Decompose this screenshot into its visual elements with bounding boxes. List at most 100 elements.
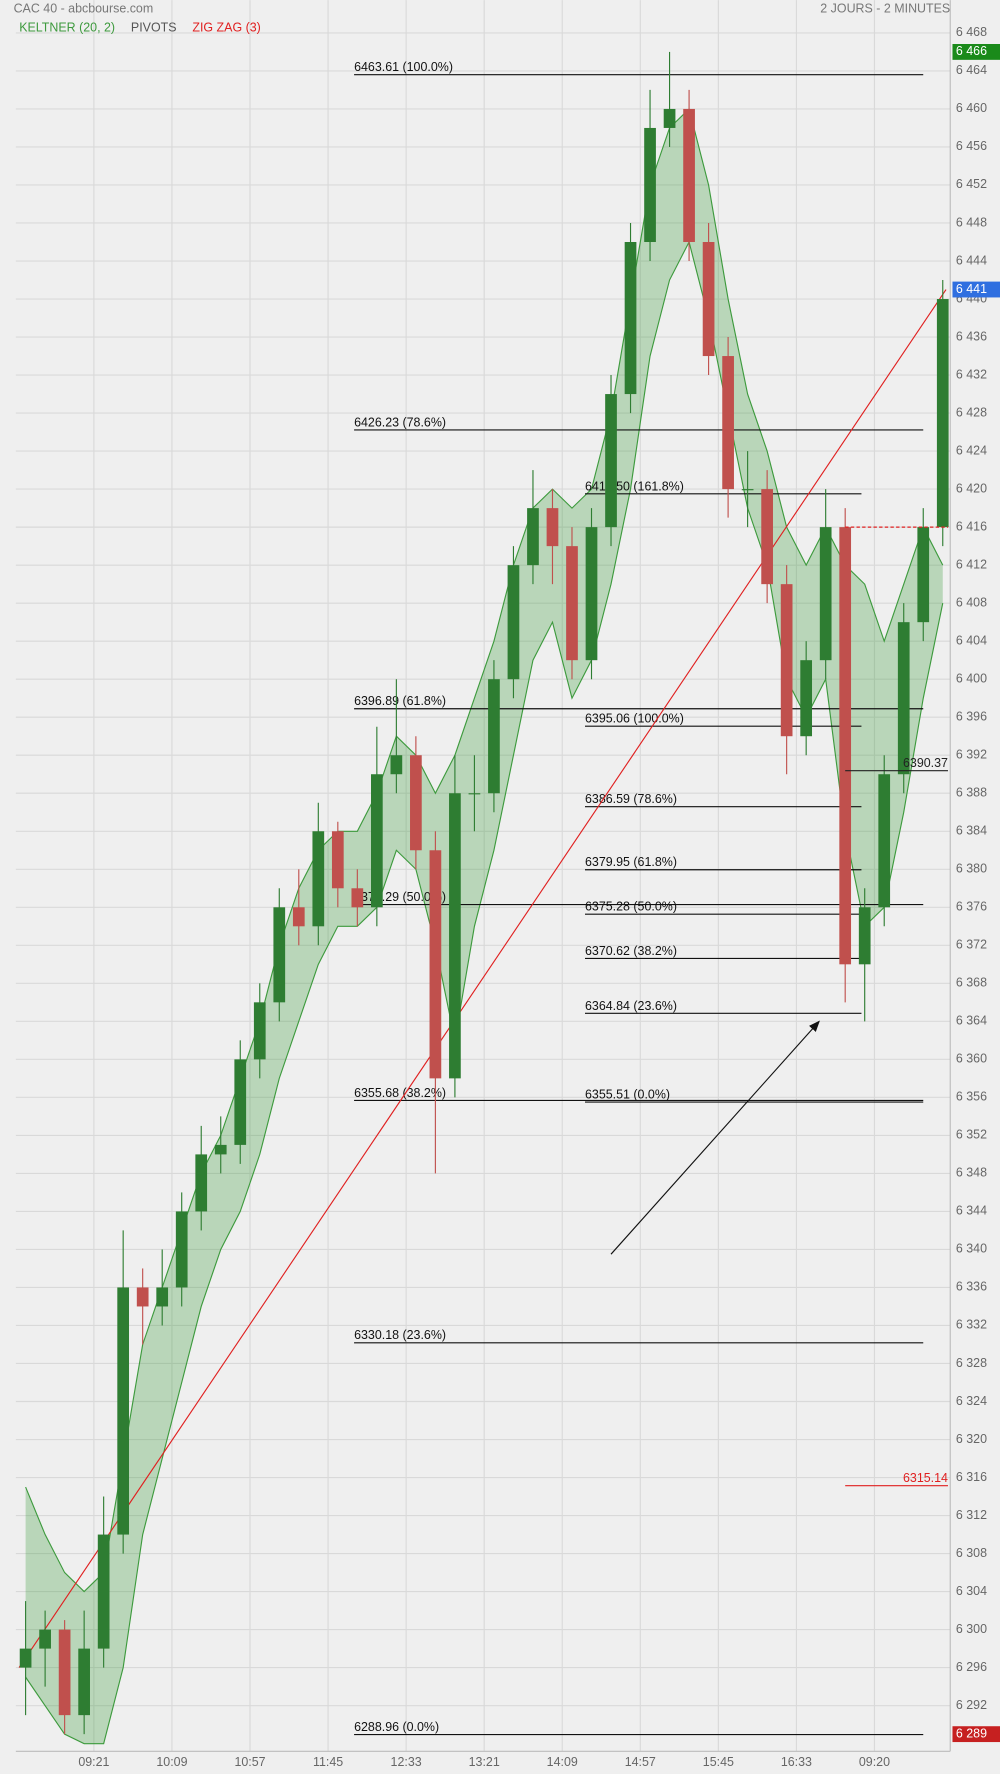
fib-label: 6288.96 (0.0%): [354, 1720, 439, 1734]
candle-body: [507, 565, 520, 680]
x-tick-label: 15:45: [703, 1755, 734, 1769]
fib-label: 6386.59 (78.6%): [585, 792, 677, 806]
price-tag-label: 6 466: [956, 44, 987, 58]
y-tick-label: 6 384: [956, 824, 987, 838]
candle-body: [839, 527, 852, 965]
candle-body: [722, 356, 734, 490]
price-tag: [952, 281, 1000, 298]
y-tick-label: 6 360: [956, 1052, 987, 1066]
candle-body: [195, 1154, 208, 1212]
y-tick-label: 6 324: [956, 1394, 987, 1408]
candle-body: [253, 1002, 266, 1060]
candle-body: [780, 584, 793, 737]
x-tick-label: 09:21: [78, 1755, 109, 1769]
fib-label: 6330.18 (23.6%): [354, 1328, 446, 1342]
candle-body: [800, 660, 813, 737]
candle-body: [312, 831, 325, 927]
price-tag-label: 6 441: [956, 282, 987, 296]
candle-body: [897, 622, 910, 775]
price-tag: [952, 44, 1000, 60]
y-tick-label: 6 380: [956, 862, 987, 876]
y-tick-label: 6 344: [956, 1204, 987, 1218]
y-tick-label: 6 320: [956, 1432, 987, 1446]
y-tick-label: 6 376: [956, 900, 987, 914]
grid: [15, 0, 951, 1752]
y-tick-label: 6 468: [956, 25, 987, 39]
fib-label: 6370.62 (38.2%): [585, 944, 677, 958]
candle-body: [214, 1144, 227, 1155]
fib-label: 6395.06 (100.0%): [585, 712, 684, 726]
y-tick-label: 6 416: [956, 519, 987, 533]
candle-body: [488, 679, 500, 794]
fib-label: 6426.23 (78.6%): [354, 415, 446, 429]
y-tick-label: 6 300: [956, 1622, 987, 1636]
candle-body: [292, 907, 305, 927]
pivot-label: 6315.14: [903, 1471, 948, 1485]
y-tick-label: 6 292: [956, 1698, 987, 1712]
candle-body: [97, 1534, 110, 1649]
x-tick-label: 10:57: [234, 1755, 265, 1769]
candle-body: [819, 527, 832, 661]
y-tick-label: 6 448: [956, 215, 987, 229]
candle-body: [527, 508, 539, 566]
candle-body: [175, 1211, 188, 1288]
y-tick-label: 6 340: [956, 1242, 987, 1256]
candle-body: [370, 774, 383, 908]
fib-label: 6396.89 (61.8%): [354, 694, 446, 708]
candle-body: [917, 527, 930, 623]
x-tick-label: 09:20: [859, 1755, 890, 1769]
y-tick-label: 6 444: [956, 253, 987, 267]
candle-body: [136, 1287, 149, 1307]
y-tick-label: 6 436: [956, 329, 987, 343]
candle-body: [546, 508, 559, 547]
candle-body: [39, 1629, 51, 1649]
candle-body: [117, 1287, 130, 1535]
y-tick-label: 6 392: [956, 748, 987, 762]
y-tick-label: 6 304: [956, 1584, 987, 1598]
fib-label: 6375.28 (50.0%): [585, 900, 677, 914]
candle-body: [19, 1648, 32, 1668]
candle-body: [273, 907, 286, 1003]
x-tick-label: 11:45: [313, 1755, 343, 1769]
y-tick-label: 6 424: [956, 443, 987, 457]
y-tick-label: 6 332: [956, 1318, 987, 1332]
y-tick-label: 6 428: [956, 405, 987, 419]
candle-body: [663, 108, 676, 128]
y-tick-label: 6 316: [956, 1470, 987, 1484]
fib-label: 6355.51 (0.0%): [585, 1088, 670, 1102]
candle-body: [331, 831, 344, 889]
candle-body: [429, 850, 442, 1079]
candle-body: [683, 108, 695, 243]
chart-title: CAC 40 - abcbourse.com: [14, 1, 154, 15]
keltner-band: [25, 108, 943, 1744]
price-tag: [952, 1726, 1000, 1743]
x-tick-label: 10:09: [156, 1755, 187, 1769]
y-tick-label: 6 400: [956, 671, 987, 685]
candle-body: [78, 1648, 90, 1716]
annotation-arrow: [610, 1020, 820, 1255]
fib-label: 6364.84 (23.6%): [585, 999, 677, 1013]
y-tick-label: 6 396: [956, 709, 987, 723]
x-tick-label: 14:57: [625, 1755, 656, 1769]
candle-body: [58, 1629, 71, 1716]
y-tick-label: 6 372: [956, 938, 987, 952]
candle-body: [644, 127, 656, 243]
x-tick-label: 13:21: [469, 1755, 500, 1769]
y-tick-label: 6 456: [956, 139, 987, 153]
axes: 6 292 6 296 6 300 6 304 6 308 6 312 6 316 6 320…: [15, 0, 1000, 1769]
y-tick-label: 6 312: [956, 1508, 987, 1522]
y-tick-label: 6 460: [956, 101, 987, 115]
y-tick-label: 6 464: [956, 63, 987, 77]
y-tick-label: 6 452: [956, 177, 987, 191]
candle-body: [234, 1059, 247, 1145]
candle-body: [936, 299, 949, 528]
y-tick-label: 6 404: [956, 633, 987, 647]
x-tick-label: 16:33: [781, 1755, 812, 1769]
y-tick-label: 6 432: [956, 367, 987, 381]
y-tick-label: 6 420: [956, 481, 987, 495]
candle-body: [351, 888, 364, 908]
fib-label: 6379.95 (61.8%): [585, 855, 677, 869]
x-tick-label: 14:09: [547, 1755, 578, 1769]
